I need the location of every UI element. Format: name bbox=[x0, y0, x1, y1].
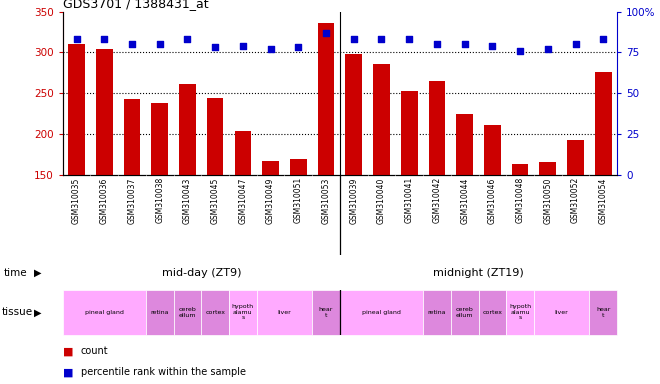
Bar bbox=[257, 290, 312, 335]
Point bbox=[210, 44, 220, 50]
Text: GSM310043: GSM310043 bbox=[183, 177, 192, 223]
Text: cortex: cortex bbox=[205, 310, 225, 315]
Bar bbox=[345, 54, 362, 175]
Text: liver: liver bbox=[278, 310, 291, 315]
Point bbox=[515, 48, 525, 54]
Bar bbox=[312, 290, 340, 335]
Text: count: count bbox=[81, 346, 108, 356]
Text: GSM310053: GSM310053 bbox=[321, 177, 331, 223]
Text: GSM310039: GSM310039 bbox=[349, 177, 358, 223]
Text: tissue: tissue bbox=[1, 307, 32, 318]
Text: GSM310050: GSM310050 bbox=[543, 177, 552, 223]
Text: percentile rank within the sample: percentile rank within the sample bbox=[81, 367, 246, 377]
Text: GSM310049: GSM310049 bbox=[266, 177, 275, 223]
Bar bbox=[373, 64, 390, 175]
Text: GSM310052: GSM310052 bbox=[571, 177, 580, 223]
Point bbox=[293, 44, 304, 50]
Text: GSM310046: GSM310046 bbox=[488, 177, 497, 223]
Bar bbox=[589, 290, 617, 335]
Bar bbox=[234, 131, 251, 175]
Text: ■: ■ bbox=[63, 367, 73, 377]
Text: GSM310038: GSM310038 bbox=[155, 177, 164, 223]
Point bbox=[487, 43, 498, 49]
Point bbox=[598, 36, 609, 42]
Text: midnight (ZT19): midnight (ZT19) bbox=[433, 268, 524, 278]
Point bbox=[127, 41, 137, 47]
Text: cereb
ellum: cereb ellum bbox=[179, 307, 196, 318]
Text: mid-day (ZT9): mid-day (ZT9) bbox=[162, 268, 241, 278]
Bar bbox=[534, 290, 589, 335]
Bar bbox=[174, 290, 201, 335]
Bar bbox=[63, 290, 146, 335]
Bar bbox=[151, 103, 168, 175]
Point bbox=[432, 41, 442, 47]
Text: time: time bbox=[3, 268, 27, 278]
Text: GSM310037: GSM310037 bbox=[127, 177, 137, 223]
Text: ▶: ▶ bbox=[34, 268, 42, 278]
Bar bbox=[146, 290, 174, 335]
Bar bbox=[96, 49, 113, 175]
Bar bbox=[512, 164, 529, 175]
Text: ■: ■ bbox=[63, 346, 73, 356]
Text: hear
t: hear t bbox=[319, 307, 333, 318]
Text: GSM310040: GSM310040 bbox=[377, 177, 386, 223]
Text: GSM310035: GSM310035 bbox=[72, 177, 81, 223]
Text: cortex: cortex bbox=[482, 310, 502, 315]
Bar bbox=[123, 99, 141, 175]
Text: GSM310054: GSM310054 bbox=[599, 177, 608, 223]
Bar bbox=[451, 290, 478, 335]
Bar bbox=[595, 72, 612, 175]
Text: GSM310036: GSM310036 bbox=[100, 177, 109, 223]
Text: GSM310044: GSM310044 bbox=[460, 177, 469, 223]
Point bbox=[404, 36, 414, 42]
Bar bbox=[428, 81, 446, 175]
Point bbox=[459, 41, 470, 47]
Text: GSM310047: GSM310047 bbox=[238, 177, 248, 223]
Bar bbox=[401, 91, 418, 175]
Point bbox=[154, 41, 165, 47]
Text: retina: retina bbox=[150, 310, 169, 315]
Point bbox=[321, 30, 331, 36]
Text: GDS3701 / 1388431_at: GDS3701 / 1388431_at bbox=[63, 0, 209, 10]
Text: retina: retina bbox=[428, 310, 446, 315]
Bar bbox=[340, 290, 423, 335]
Text: hear
t: hear t bbox=[596, 307, 610, 318]
Bar bbox=[478, 290, 506, 335]
Bar bbox=[567, 140, 584, 175]
Point bbox=[376, 36, 387, 42]
Text: GSM310048: GSM310048 bbox=[515, 177, 525, 223]
Point bbox=[543, 46, 553, 52]
Bar bbox=[207, 98, 224, 175]
Bar bbox=[484, 125, 501, 175]
Bar bbox=[539, 162, 556, 175]
Text: GSM310041: GSM310041 bbox=[405, 177, 414, 223]
Bar bbox=[262, 161, 279, 175]
Text: GSM310045: GSM310045 bbox=[211, 177, 220, 223]
Point bbox=[265, 46, 276, 52]
Text: GSM310051: GSM310051 bbox=[294, 177, 303, 223]
Point bbox=[238, 43, 248, 49]
Text: liver: liver bbox=[555, 310, 568, 315]
Text: cereb
ellum: cereb ellum bbox=[456, 307, 473, 318]
Bar bbox=[229, 290, 257, 335]
Text: pineal gland: pineal gland bbox=[85, 310, 123, 315]
Bar bbox=[68, 44, 85, 175]
Point bbox=[182, 36, 193, 42]
Text: hypoth
alamu
s: hypoth alamu s bbox=[509, 305, 531, 320]
Text: hypoth
alamu
s: hypoth alamu s bbox=[232, 305, 254, 320]
Text: GSM310042: GSM310042 bbox=[432, 177, 442, 223]
Bar bbox=[179, 84, 196, 175]
Text: pineal gland: pineal gland bbox=[362, 310, 401, 315]
Point bbox=[71, 36, 82, 42]
Point bbox=[570, 41, 581, 47]
Point bbox=[348, 36, 359, 42]
Bar bbox=[456, 114, 473, 175]
Point bbox=[99, 36, 110, 42]
Bar bbox=[290, 159, 307, 175]
Bar bbox=[506, 290, 534, 335]
Text: ▶: ▶ bbox=[34, 307, 42, 318]
Bar bbox=[317, 23, 335, 175]
Bar bbox=[423, 290, 451, 335]
Bar bbox=[201, 290, 229, 335]
